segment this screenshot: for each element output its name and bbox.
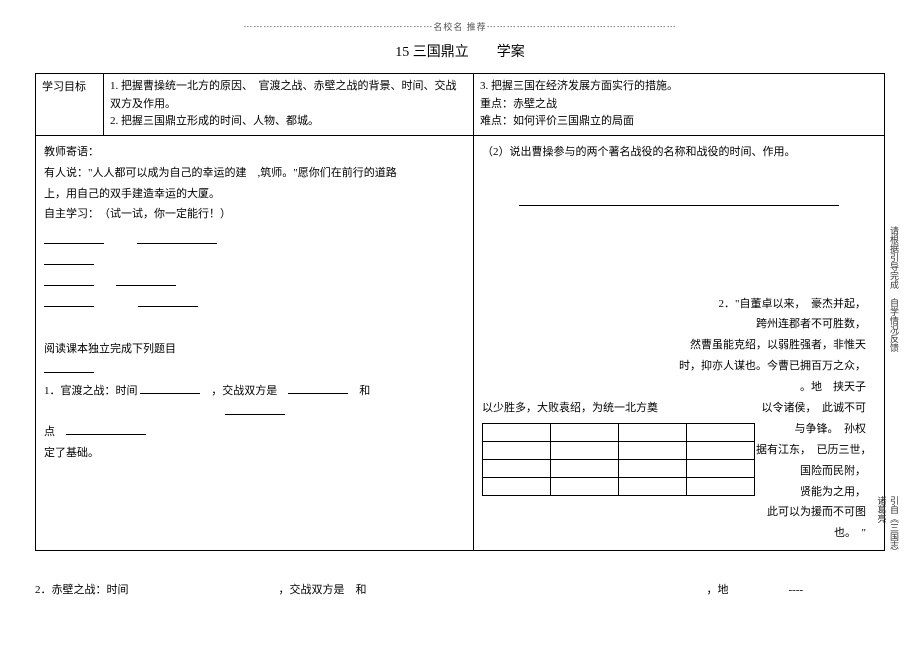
para2-a: 2．"自董卓以来， 豪杰并起， bbox=[482, 294, 866, 315]
goal-3: 3. 把握三国在经济发展方面实行的措施。 bbox=[480, 78, 878, 96]
main-table: 学习目标 1. 把握曹操统一北方的原因、 官渡之战、赤壁之战的背景、时间、交战双… bbox=[35, 73, 885, 551]
goals-row: 学习目标 1. 把握曹操统一北方的原因、 官渡之战、赤壁之战的背景、时间、交战双… bbox=[36, 74, 884, 136]
para2-h: 以少胜多，大败袁绍，为统一北方奠 bbox=[482, 398, 755, 419]
mini-cell[interactable] bbox=[551, 477, 619, 495]
para2-c: 然曹虽能克绍，以弱胜强者，非惟天 bbox=[482, 335, 866, 356]
footer-loc: ，地 bbox=[707, 584, 729, 596]
teacher-label: 教师寄语： bbox=[44, 142, 465, 163]
teacher-text-1: 有人说："人人都可以成为自己的幸运的建 ,筑师。"愿你们在前行的道路 bbox=[44, 163, 465, 184]
para2-i: 贤能为之用， bbox=[755, 482, 866, 503]
goal-key: 重点：赤壁之战 bbox=[480, 96, 878, 114]
q1-and: 和 bbox=[359, 385, 370, 397]
q1-end: 定了基础。 bbox=[44, 443, 465, 464]
goal-hard: 难点：如何评价三国鼎立的局面 bbox=[480, 113, 878, 131]
para2-block: 2．"自董卓以来， 豪杰并起， 跨州连郡者不可胜数， 然曹虽能克绍，以弱胜强者，… bbox=[482, 294, 876, 398]
mini-cell[interactable] bbox=[483, 477, 551, 495]
para2-b: 跨州连郡者不可胜数， bbox=[482, 314, 866, 335]
para2-j: 此可以为援而不可图也。 " bbox=[755, 502, 866, 544]
read-text: 阅读课本独立完成下列题目 bbox=[44, 339, 465, 360]
vertical-note-1: 请根据引导完成 自学情况反馈 bbox=[887, 226, 900, 352]
recommend-text: 名校名 推荐 bbox=[433, 22, 486, 32]
title-number: 15 bbox=[395, 45, 409, 60]
goal-2: 2. 把握三国鼎立形成的时间、人物、都城。 bbox=[110, 113, 467, 131]
title-sub: 学案 bbox=[497, 45, 525, 60]
q1-prefix: 1．官渡之战：时间 bbox=[44, 385, 138, 397]
mini-cell[interactable] bbox=[619, 477, 687, 495]
goal-1: 1. 把握曹操统一北方的原因、 官渡之战、赤壁之战的背景、时间、交战双方及作用。 bbox=[110, 78, 467, 113]
mini-cell[interactable] bbox=[551, 423, 619, 441]
mini-cell[interactable] bbox=[619, 441, 687, 459]
goals-label: 学习目标 bbox=[42, 81, 86, 93]
footer-prefix: 2．赤壁之战：时间 bbox=[35, 584, 129, 596]
vertical-note-2: 引自《三国志诸葛亮 bbox=[875, 496, 900, 550]
footer-question: 2．赤壁之战：时间 ，交战双方是 和 ，地 ---- bbox=[35, 581, 885, 597]
content-row: 教师寄语： 有人说："人人都可以成为自己的幸运的建 ,筑师。"愿你们在前行的道路… bbox=[36, 136, 884, 550]
left-column: 教师寄语： 有人说："人人都可以成为自己的幸运的建 ,筑师。"愿你们在前行的道路… bbox=[36, 136, 474, 550]
para2-g: 据有江东， 已历三世， 国险而民附， bbox=[755, 440, 866, 482]
right-question: （2）说出曹操参与的两个著名战役的名称和战役的时间、作用。 bbox=[482, 142, 876, 163]
goals-right-cell: 3. 把握三国在经济发展方面实行的措施。 重点：赤壁之战 难点：如何评价三国鼎立… bbox=[474, 74, 884, 135]
mini-cell[interactable] bbox=[619, 423, 687, 441]
q1-loc-line: 点 bbox=[44, 422, 465, 443]
mini-cell[interactable] bbox=[687, 423, 755, 441]
dots-right: ⋯⋯⋯⋯⋯⋯⋯⋯⋯⋯⋯⋯⋯⋯⋯⋯⋯⋯⋯ bbox=[487, 22, 677, 32]
mini-cell[interactable] bbox=[483, 459, 551, 477]
title-main: 三国鼎立 bbox=[413, 45, 469, 60]
header-recommend: ⋯⋯⋯⋯⋯⋯⋯⋯⋯⋯⋯⋯⋯⋯⋯⋯⋯⋯⋯名校名 推荐⋯⋯⋯⋯⋯⋯⋯⋯⋯⋯⋯⋯⋯⋯⋯… bbox=[35, 20, 885, 33]
right-column: （2）说出曹操参与的两个著名战役的名称和战役的时间、作用。 2．"自董卓以来， … bbox=[474, 136, 884, 550]
mini-cell[interactable] bbox=[687, 477, 755, 495]
para2-f: 以令诸侯， 此诚不可与争锋。 孙权 bbox=[755, 398, 866, 440]
goals-label-cell: 学习目标 bbox=[36, 74, 104, 135]
blank-underline bbox=[44, 360, 465, 381]
long-blank-line[interactable] bbox=[482, 193, 876, 214]
q1-loc: 点 bbox=[44, 426, 55, 438]
para2-e: 。地 挟天子 bbox=[482, 377, 866, 398]
footer-and: 和 bbox=[356, 584, 367, 596]
page-title: 15 三国鼎立 学案 bbox=[35, 41, 885, 61]
mini-cell[interactable] bbox=[687, 459, 755, 477]
mini-cell[interactable] bbox=[483, 423, 551, 441]
q1-line: 1．官渡之战：时间 ，交战双方是 和 bbox=[44, 381, 465, 402]
footer-mid: ，交战双方是 bbox=[279, 584, 345, 596]
goals-left-cell: 1. 把握曹操统一北方的原因、 官渡之战、赤壁之战的背景、时间、交战双方及作用。… bbox=[104, 74, 474, 135]
mini-cell[interactable] bbox=[687, 441, 755, 459]
mini-table bbox=[482, 423, 755, 496]
mini-cell[interactable] bbox=[551, 441, 619, 459]
mini-cell[interactable] bbox=[551, 459, 619, 477]
para2-d: 时，抑亦人谋也。今曹已拥百万之众， bbox=[482, 356, 866, 377]
mini-cell[interactable] bbox=[483, 441, 551, 459]
teacher-text-2: 上，用自己的双手建造幸运的大厦。 bbox=[44, 184, 465, 205]
dots-left: ⋯⋯⋯⋯⋯⋯⋯⋯⋯⋯⋯⋯⋯⋯⋯⋯⋯⋯⋯ bbox=[243, 22, 433, 32]
mini-cell[interactable] bbox=[619, 459, 687, 477]
blank-lines-1 bbox=[44, 231, 465, 315]
q1-blank-2 bbox=[44, 402, 465, 423]
self-study-label: 自主学习： （试一试，你一定能行！） bbox=[44, 204, 465, 225]
q1-mid: ，交战双方是 bbox=[211, 385, 277, 397]
footer-dash: ---- bbox=[789, 584, 804, 596]
